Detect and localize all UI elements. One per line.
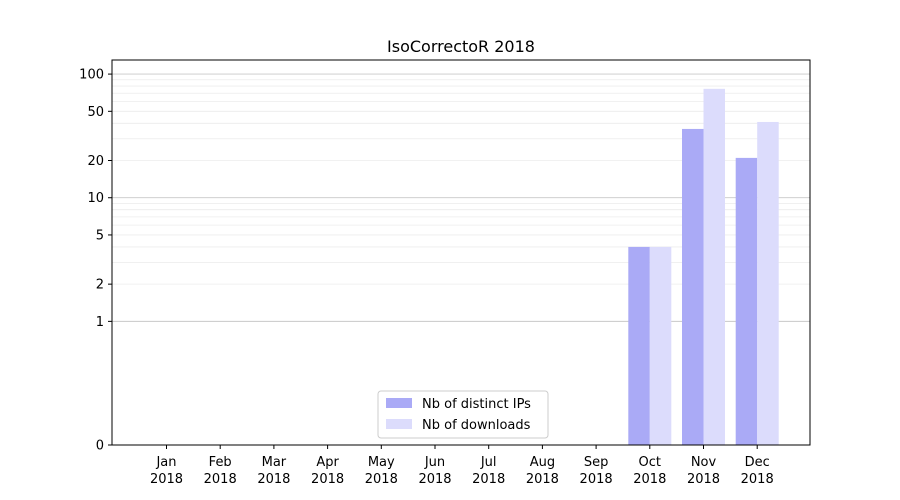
legend-swatch [386,398,412,408]
x-tick-label-year: 2018 [472,472,505,487]
x-tick-label-month: Dec [745,455,770,470]
x-tick-label-month: Jan [155,455,176,470]
x-tick-label-month: Feb [209,455,232,470]
legend: Nb of distinct IPs Nb of downloads [377,390,549,439]
x-tick-label-month: Aug [530,455,555,470]
legend-label: Nb of distinct IPs [422,397,531,412]
x-axis: Jan 2018 Feb 2018 Mar 2018 Apr 2018 May 2018 Jun 20… [150,445,774,487]
chart-title: IsoCorrectoR 2018 [387,37,535,56]
y-tick-label: 50 [87,105,104,120]
legend-box [377,390,549,439]
y-tick-label: 5 [96,228,104,243]
x-tick-label-year: 2018 [204,472,237,487]
bar-distinct-ips-dec [735,157,758,446]
bar-downloads-nov [703,88,725,445]
x-tick-label-month: Nov [691,455,717,470]
y-tick-label: 10 [87,191,104,206]
y-tick-label: 0 [96,439,104,454]
y-tick-label: 1 [96,315,104,330]
x-tick-label-year: 2018 [418,472,451,487]
x-tick-label-month: Apr [316,455,339,470]
y-axis: 0 1 2 5 10 20 50 100 [79,68,112,454]
y-tick-label: 2 [96,278,104,293]
x-tick-label-year: 2018 [633,472,666,487]
bars [628,88,779,446]
x-tick-label-month: Mar [262,455,287,470]
x-tick-label-month: Jul [480,455,497,470]
bar-downloads-dec [757,121,779,445]
x-tick-label-year: 2018 [580,472,613,487]
legend-label: Nb of downloads [422,418,531,433]
bar-distinct-ips-nov [682,128,704,445]
bar-distinct-ips-oct [628,246,650,445]
x-tick-label-year: 2018 [741,472,774,487]
grid [112,73,810,322]
x-tick-label-month: Jun [424,455,445,470]
x-tick-label-year: 2018 [150,472,183,487]
x-tick-label-year: 2018 [311,472,344,487]
plot-frame [111,59,811,446]
x-tick-label-year: 2018 [257,472,290,487]
y-tick-label: 100 [79,68,104,83]
x-tick-label-year: 2018 [365,472,398,487]
x-tick-label-month: May [368,455,395,470]
x-tick-label-month: Oct [639,455,661,470]
bar-downloads-oct [649,246,672,445]
y-tick-label: 20 [87,154,104,169]
x-tick-label-year: 2018 [687,472,720,487]
legend-swatch [386,419,412,429]
x-tick-label-month: Sep [584,455,609,470]
x-tick-label-year: 2018 [526,472,559,487]
